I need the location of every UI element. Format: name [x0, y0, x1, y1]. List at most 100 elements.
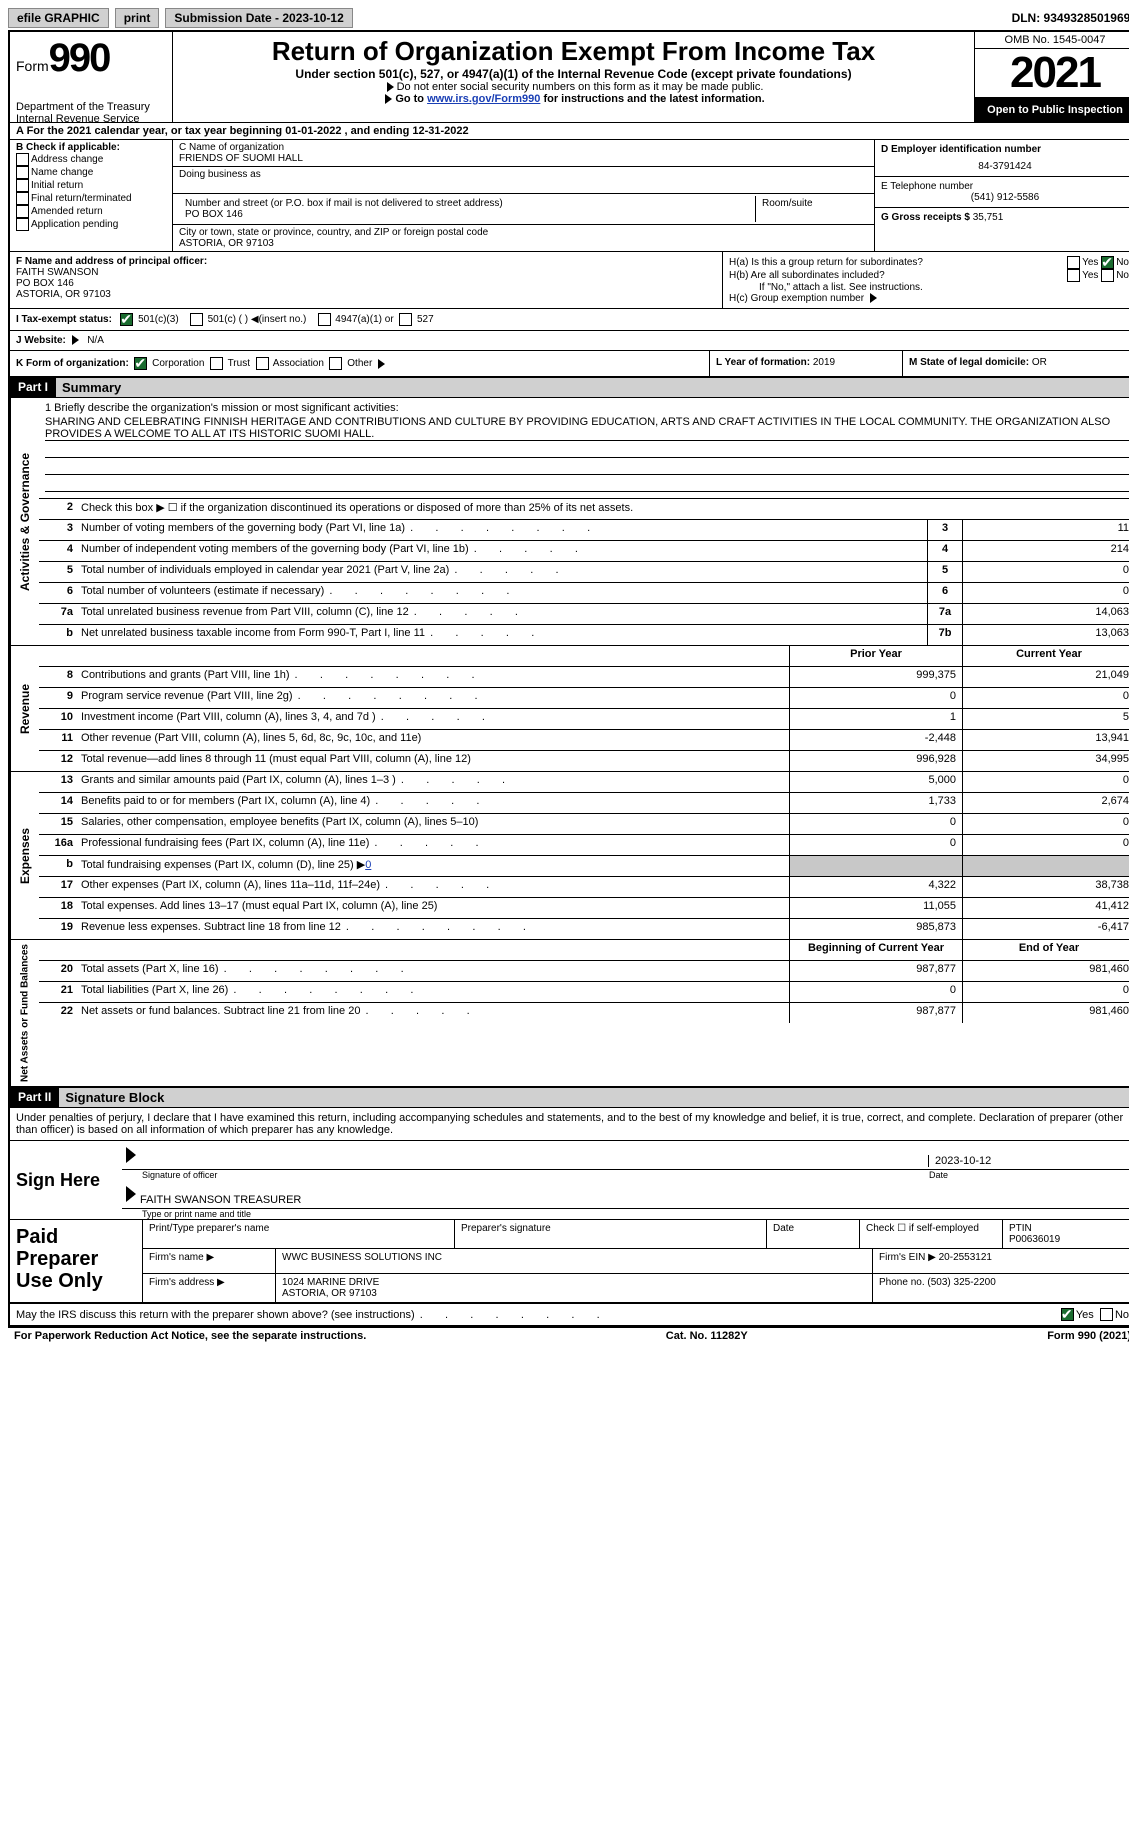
form-subtitle: Under section 501(c), 527, or 4947(a)(1)… [179, 67, 968, 81]
paid-preparer-label: Paid Preparer Use Only [10, 1220, 142, 1302]
ein: 84-3791424 [881, 155, 1129, 172]
header-left: Form990 Department of the Treasury Inter… [10, 32, 173, 122]
row-a-period: A For the 2021 calendar year, or tax yea… [10, 123, 1129, 140]
line19-desc: Revenue less expenses. Subtract line 18 … [77, 919, 789, 939]
line16a-p: 0 [789, 835, 962, 855]
col-end: End of Year [962, 940, 1129, 960]
part1-bar: Part I Summary [10, 377, 1129, 398]
line3-val: 11 [962, 520, 1129, 540]
mission-label: 1 Briefly describe the organization's mi… [45, 402, 1129, 414]
col-begin: Beginning of Current Year [789, 940, 962, 960]
line6-desc: Total number of volunteers (estimate if … [77, 583, 927, 603]
m-label: M State of legal domicile: [909, 357, 1029, 368]
ha-no[interactable] [1101, 256, 1114, 269]
line11-p: -2,448 [789, 730, 962, 750]
cb-initial-return[interactable]: Initial return [16, 179, 166, 192]
hb-label: H(b) Are all subordinates included? [729, 270, 1067, 281]
topbar: efile GRAPHIC print Submission Date - 20… [8, 8, 1129, 28]
city-label: City or town, state or province, country… [179, 227, 868, 238]
col-current: Current Year [962, 646, 1129, 666]
phone: (541) 912-5586 [881, 192, 1129, 203]
phone-label: E Telephone number [881, 181, 1129, 192]
line14-c: 2,674 [962, 793, 1129, 813]
activities-section: Activities & Governance 1 Briefly descri… [10, 398, 1129, 646]
line15-p: 0 [789, 814, 962, 834]
row-k-org-form: K Form of organization: Corporation Trus… [10, 351, 1129, 377]
line22-p: 987,877 [789, 1003, 962, 1023]
addr-label: Number and street (or P.O. box if mail i… [185, 198, 749, 209]
firm-ein: 20-2553121 [939, 1252, 992, 1263]
paperwork-notice: For Paperwork Reduction Act Notice, see … [14, 1330, 366, 1342]
sig-date-label: Date [923, 1170, 1129, 1180]
cb-amended-return[interactable]: Amended return [16, 205, 166, 218]
preparer-date-label: Date [767, 1220, 860, 1248]
form-number: 990 [49, 36, 110, 80]
line21-p: 0 [789, 982, 962, 1002]
print-button[interactable]: print [115, 8, 160, 28]
discuss-no[interactable] [1100, 1308, 1113, 1321]
discuss-yes[interactable] [1061, 1308, 1074, 1321]
line16b-val[interactable]: 0 [365, 859, 371, 871]
col-h-group: H(a) Is this a group return for subordin… [722, 252, 1129, 308]
officer-addr1: PO BOX 146 [16, 278, 716, 289]
form-header: Form990 Department of the Treasury Inter… [10, 32, 1129, 123]
line18-desc: Total expenses. Add lines 13–17 (must eq… [77, 898, 789, 918]
arrow-icon [126, 1186, 136, 1202]
line9-p: 0 [789, 688, 962, 708]
room-label: Room/suite [756, 196, 868, 222]
state-domicile: OR [1032, 357, 1047, 368]
cb-final-return[interactable]: Final return/terminated [16, 192, 166, 205]
line19-p: 985,873 [789, 919, 962, 939]
line13-c: 0 [962, 772, 1129, 792]
side-activities: Activities & Governance [10, 398, 39, 645]
form990-link[interactable]: www.irs.gov/Form990 [427, 93, 540, 105]
form-title: Return of Organization Exempt From Incom… [179, 36, 968, 67]
line20-p: 987,877 [789, 961, 962, 981]
cb-501c[interactable] [190, 313, 203, 326]
form-container: Form990 Department of the Treasury Inter… [8, 30, 1129, 1328]
line14-desc: Benefits paid to or for members (Part IX… [77, 793, 789, 813]
line10-c: 5 [962, 709, 1129, 729]
line7a-desc: Total unrelated business revenue from Pa… [77, 604, 927, 624]
section-fh: F Name and address of principal officer:… [10, 252, 1129, 309]
cb-trust[interactable] [210, 357, 223, 370]
cb-corp[interactable] [134, 357, 147, 370]
cb-name-change[interactable]: Name change [16, 166, 166, 179]
line10-p: 1 [789, 709, 962, 729]
cb-other[interactable] [329, 357, 342, 370]
line20-desc: Total assets (Part X, line 16) [77, 961, 789, 981]
note-goto-post: for instructions and the latest informat… [540, 93, 764, 105]
col-d: D Employer identification number 84-3791… [874, 140, 1129, 251]
bottom-line: For Paperwork Reduction Act Notice, see … [8, 1328, 1129, 1344]
line12-p: 996,928 [789, 751, 962, 771]
revenue-section: Revenue Prior YearCurrent Year 8Contribu… [10, 646, 1129, 772]
row-j-website: J Website: N/A [10, 331, 1129, 351]
cb-application-pending[interactable]: Application pending [16, 218, 166, 231]
line15-c: 0 [962, 814, 1129, 834]
penalties-text: Under penalties of perjury, I declare th… [10, 1108, 1129, 1140]
line10-desc: Investment income (Part VIII, column (A)… [77, 709, 789, 729]
col-f-officer: F Name and address of principal officer:… [10, 252, 722, 308]
line9-desc: Program service revenue (Part VIII, line… [77, 688, 789, 708]
arrow-icon [126, 1147, 136, 1163]
cb-501c3[interactable] [120, 313, 133, 326]
firm-ein-label: Firm's EIN ▶ [879, 1252, 936, 1263]
cb-assoc[interactable] [256, 357, 269, 370]
gross-label: G Gross receipts $ [881, 212, 970, 223]
hb-yes[interactable] [1067, 269, 1080, 282]
ha-yes[interactable] [1067, 256, 1080, 269]
signature-block: Under penalties of perjury, I declare th… [10, 1108, 1129, 1326]
sign-here-label: Sign Here [10, 1141, 122, 1219]
ptin: P00636019 [1009, 1234, 1060, 1245]
cb-4947[interactable] [318, 313, 331, 326]
k-label: K Form of organization: [16, 358, 129, 369]
side-expenses: Expenses [10, 772, 39, 939]
line14-p: 1,733 [789, 793, 962, 813]
row-i-tax-status: I Tax-exempt status: 501(c)(3) 501(c) ( … [10, 309, 1129, 331]
cb-527[interactable] [399, 313, 412, 326]
line5-desc: Total number of individuals employed in … [77, 562, 927, 582]
cb-address-change[interactable]: Address change [16, 153, 166, 166]
discuss-row: May the IRS discuss this return with the… [10, 1304, 1129, 1326]
hb-no[interactable] [1101, 269, 1114, 282]
side-netassets: Net Assets or Fund Balances [10, 940, 39, 1086]
